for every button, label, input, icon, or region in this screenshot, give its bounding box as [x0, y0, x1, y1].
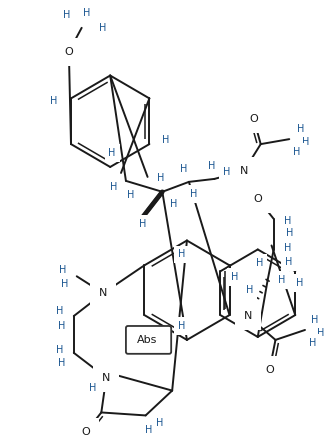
Text: H: H [285, 228, 293, 237]
Text: H: H [145, 425, 152, 435]
Text: H: H [178, 249, 186, 259]
Text: H: H [58, 358, 66, 368]
Text: H: H [89, 383, 96, 392]
Text: H: H [56, 345, 64, 355]
Text: H: H [278, 275, 285, 285]
Text: H: H [139, 219, 146, 229]
Text: H: H [127, 190, 134, 200]
Text: H: H [231, 272, 238, 282]
Text: O: O [265, 365, 274, 375]
Text: H: H [311, 315, 318, 325]
Text: O: O [81, 427, 90, 437]
Text: H: H [296, 278, 304, 288]
Text: H: H [61, 279, 69, 289]
Text: N: N [244, 311, 252, 321]
Text: H: H [190, 189, 198, 199]
Text: N: N [102, 373, 110, 383]
Text: H: H [56, 306, 64, 316]
Text: O: O [253, 194, 262, 204]
Text: N: N [240, 166, 248, 176]
Text: H: H [156, 418, 163, 428]
Text: H: H [297, 124, 305, 134]
Text: H: H [317, 328, 324, 338]
Text: H: H [59, 265, 67, 276]
Text: H: H [109, 148, 116, 158]
Text: H: H [284, 215, 291, 226]
Text: H: H [162, 135, 170, 145]
Text: H: H [256, 258, 263, 268]
Text: H: H [50, 96, 57, 106]
Text: H: H [246, 285, 254, 295]
Text: H: H [309, 338, 317, 348]
Text: H: H [178, 321, 186, 331]
FancyBboxPatch shape [126, 326, 171, 354]
Text: O: O [64, 47, 73, 57]
Text: H: H [302, 137, 310, 147]
Text: H: H [180, 164, 188, 174]
Text: H: H [58, 321, 66, 331]
Text: H: H [170, 199, 178, 209]
Text: N: N [99, 288, 108, 298]
Text: H: H [284, 258, 292, 267]
Text: O: O [249, 114, 258, 124]
Text: H: H [98, 23, 106, 33]
Text: H: H [110, 182, 118, 192]
Text: Abs: Abs [137, 335, 158, 345]
Text: H: H [63, 10, 71, 20]
Text: H: H [223, 167, 230, 177]
Text: H: H [208, 161, 215, 171]
Text: H: H [294, 147, 301, 157]
Text: H: H [157, 173, 164, 183]
Text: H: H [83, 8, 90, 18]
Text: H: H [284, 244, 291, 254]
